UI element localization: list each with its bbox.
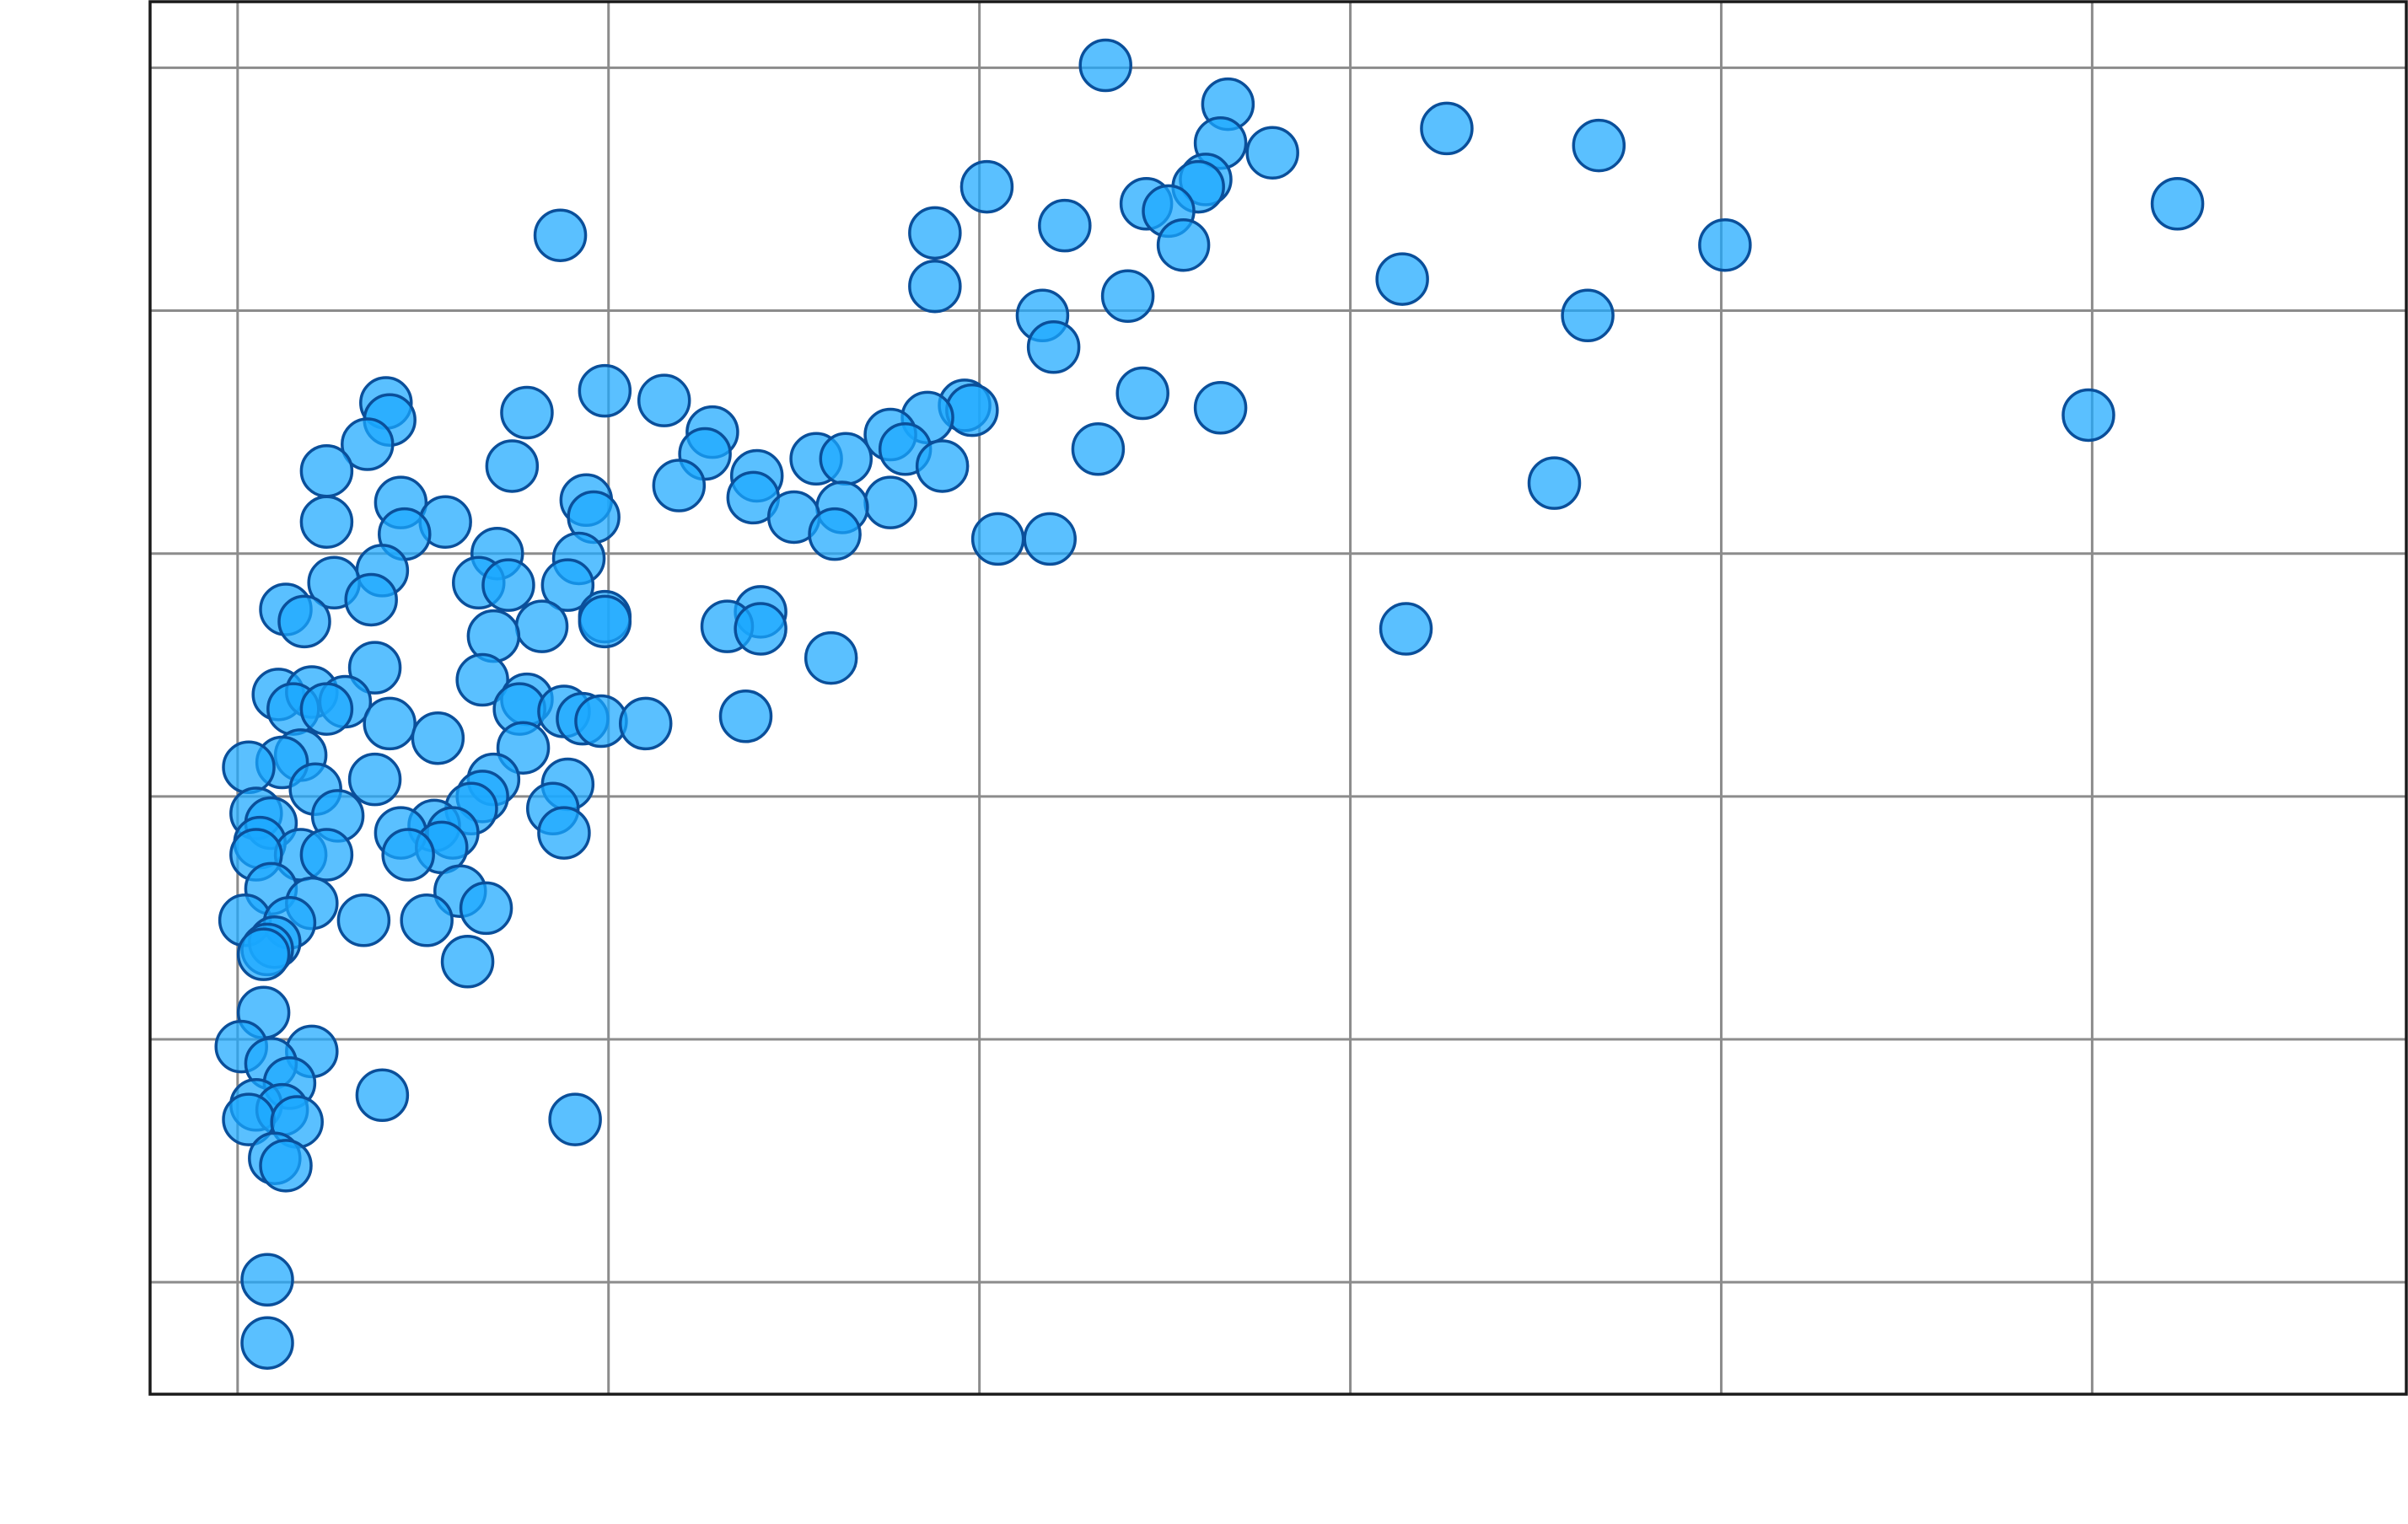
data-point — [548, 1092, 602, 1146]
data-point — [2150, 176, 2205, 231]
data-point — [804, 631, 858, 685]
data-point — [1245, 126, 1299, 180]
data-point — [819, 432, 873, 486]
data-point — [574, 694, 628, 749]
data-point — [363, 696, 417, 751]
data-point — [1071, 422, 1126, 476]
data-point — [959, 159, 1014, 214]
data-point — [578, 594, 632, 649]
data-point — [1193, 381, 1248, 435]
data-point — [485, 439, 540, 493]
data-point — [945, 383, 999, 437]
data-point — [344, 572, 398, 627]
data-point — [341, 417, 395, 471]
data-point — [240, 1253, 294, 1307]
data-point — [915, 439, 970, 493]
data-point — [1100, 269, 1155, 323]
data-point — [514, 599, 569, 653]
data-point — [299, 443, 354, 498]
data-point — [347, 752, 402, 807]
data-point — [299, 495, 354, 549]
data-point — [1572, 118, 1626, 173]
data-point — [2061, 388, 2115, 443]
data-point — [236, 927, 291, 981]
data-point — [537, 806, 591, 860]
data-point — [578, 363, 632, 418]
data-point — [299, 682, 354, 736]
data-point — [908, 206, 962, 260]
data-point — [652, 459, 707, 512]
data-point — [863, 475, 917, 529]
data-point — [1023, 512, 1077, 566]
data-point — [1078, 38, 1132, 93]
data-point — [718, 690, 773, 743]
data-point — [1379, 602, 1433, 656]
data-point — [222, 740, 276, 795]
data-point — [908, 259, 962, 314]
data-point — [481, 558, 535, 612]
data-point — [299, 828, 354, 882]
data-point — [1420, 101, 1474, 156]
data-point — [1698, 217, 1752, 272]
data-point — [637, 373, 691, 427]
data-point — [400, 893, 454, 947]
data-point — [1026, 320, 1081, 374]
data-point — [540, 558, 595, 612]
data-point — [336, 893, 391, 947]
data-point — [1527, 456, 1582, 510]
data-point — [1115, 366, 1169, 421]
data-point — [1156, 217, 1211, 272]
data-point — [970, 512, 1025, 566]
data-point — [440, 935, 495, 989]
data-point — [347, 641, 402, 695]
data-point — [259, 1139, 313, 1193]
plot-frame — [148, 0, 2408, 1396]
data-point — [1561, 288, 1615, 343]
data-point — [240, 1316, 294, 1370]
data-point — [455, 652, 509, 707]
data-point — [459, 881, 513, 936]
data-point — [500, 385, 554, 440]
data-point — [533, 208, 588, 262]
data-point — [808, 507, 862, 561]
data-point — [411, 711, 465, 765]
data-point — [1375, 252, 1429, 306]
data-point — [734, 602, 787, 656]
data-point — [618, 696, 673, 751]
data-point — [381, 828, 435, 882]
data-point — [1038, 198, 1092, 253]
data-point — [355, 1068, 410, 1123]
data-point — [466, 609, 521, 663]
data-point — [277, 594, 331, 649]
